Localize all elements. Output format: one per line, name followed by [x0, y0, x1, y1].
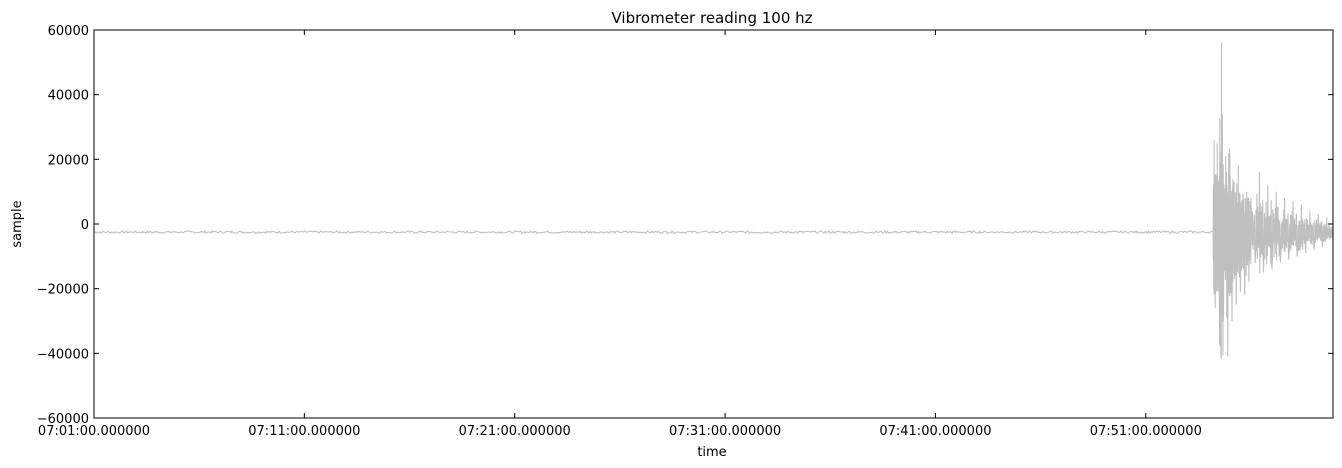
- x-tick-label: 07:21:00.000000: [459, 424, 571, 439]
- y-tick-label: 60000: [48, 24, 89, 39]
- plot-frame: [93, 29, 1334, 419]
- plot-area: [93, 42, 1334, 359]
- series-line: [93, 42, 1334, 359]
- y-axis: 60000 40000 20000 0 −20000 −40000 −60000: [37, 24, 1333, 427]
- y-tick-label: 0: [81, 218, 89, 233]
- x-axis-label: time: [697, 445, 726, 460]
- x-tick-label: 07:11:00.000000: [248, 424, 360, 439]
- y-tick-label: −40000: [37, 347, 89, 362]
- x-tick-label: 07:01:00.000000: [38, 424, 150, 439]
- y-axis-label: sample: [10, 200, 25, 247]
- y-tick-label: −20000: [37, 283, 89, 298]
- y-tick-label: 20000: [48, 153, 89, 168]
- x-tick-label: 07:41:00.000000: [879, 424, 991, 439]
- x-axis: 07:01:00.000000 07:11:00.000000 07:21:00.0…: [38, 30, 1202, 439]
- x-tick-label: 07:51:00.000000: [1090, 424, 1202, 439]
- y-tick-label: 40000: [48, 89, 89, 104]
- y-tick-label: −60000: [37, 412, 89, 427]
- chart-title: Vibrometer reading 100 hz: [611, 9, 812, 27]
- x-tick-label: 07:31:00.000000: [669, 424, 781, 439]
